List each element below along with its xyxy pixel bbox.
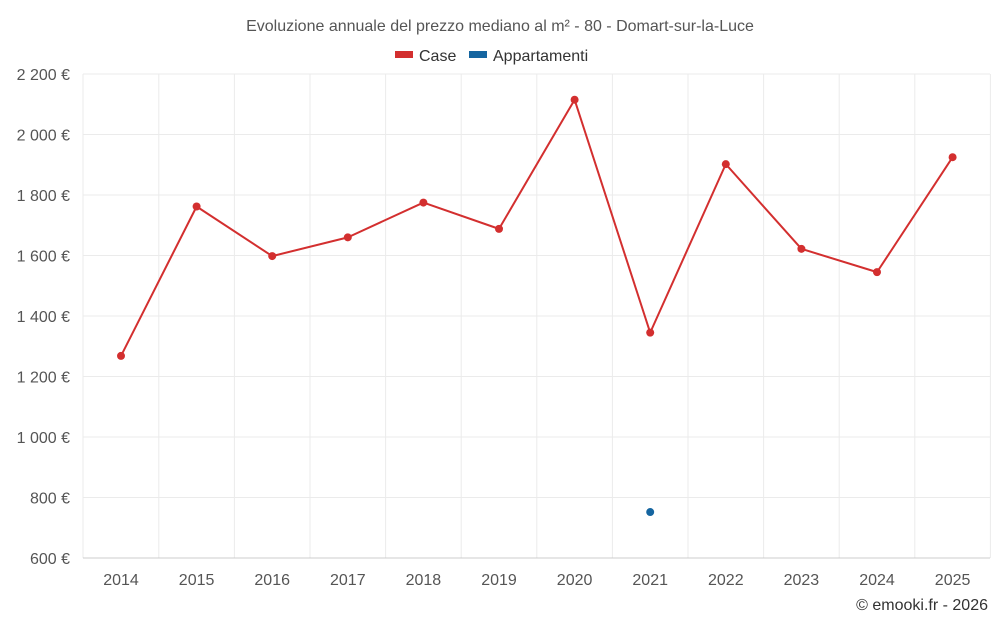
y-tick-label: 2 000 € <box>17 128 70 145</box>
data-point-case-2022[interactable] <box>721 160 730 169</box>
data-point-appartamenti-2021[interactable] <box>646 508 655 517</box>
data-point-case-2021[interactable] <box>646 328 655 337</box>
y-tick-label: 1 800 € <box>17 188 70 205</box>
x-axis-tick-labels: 2014 2015 2016 2017 2018 2019 2020 2021 2022 2023… <box>103 572 970 589</box>
series-case <box>117 95 957 360</box>
x-tick-label: 2018 <box>406 572 442 589</box>
x-tick-label: 2021 <box>632 572 668 589</box>
data-point-case-2024[interactable] <box>873 268 881 277</box>
y-tick-label: 2 200 € <box>17 67 70 84</box>
data-point-case-2016[interactable] <box>268 252 277 261</box>
legend-label-case: Case <box>419 48 456 65</box>
legend-label-appartamenti: Appartamenti <box>493 48 588 65</box>
x-tick-label: 2020 <box>557 572 593 589</box>
x-tick-label: 2016 <box>254 572 290 589</box>
x-tick-label: 2025 <box>935 572 971 589</box>
data-point-case-2023[interactable] <box>797 244 806 253</box>
data-point-case-2020[interactable] <box>570 95 579 104</box>
y-tick-label: 1 600 € <box>17 249 70 266</box>
chart-title: Evoluzione annuale del prezzo mediano al… <box>246 18 754 35</box>
data-point-case-2015[interactable] <box>192 202 201 211</box>
x-tick-label: 2022 <box>708 572 744 589</box>
y-tick-label: 600 € <box>30 551 70 568</box>
series-line-case <box>120 98 954 357</box>
data-point-case-2018[interactable] <box>419 198 428 207</box>
x-tick-label: 2024 <box>859 572 895 589</box>
legend-swatch-appartamenti <box>469 51 487 58</box>
legend: Case Appartamenti <box>395 48 588 65</box>
x-tick-label: 2023 <box>784 572 820 589</box>
data-point-case-2025[interactable] <box>948 153 957 162</box>
y-tick-label: 1 200 € <box>17 370 70 387</box>
x-tick-label: 2014 <box>103 572 139 589</box>
series-layer <box>117 95 957 517</box>
data-point-case-2019[interactable] <box>495 224 503 233</box>
y-tick-label: 800 € <box>30 491 70 508</box>
legend-item-appartamenti[interactable]: Appartamenti <box>469 48 588 65</box>
x-tick-label: 2019 <box>481 572 517 589</box>
data-point-case-2017[interactable] <box>343 233 352 242</box>
x-tick-label: 2015 <box>179 572 215 589</box>
y-tick-label: 1 000 € <box>17 430 70 447</box>
y-axis-tick-labels: 600 € 800 € 1 000 € 1 200 € 1 400 € 1 600 € 1 … <box>17 67 70 568</box>
legend-item-case[interactable]: Case <box>395 48 456 65</box>
y-tick-label: 1 400 € <box>17 309 70 326</box>
data-point-case-2014[interactable] <box>117 351 125 360</box>
x-tick-label: 2017 <box>330 572 366 589</box>
series-appartamenti <box>646 508 655 517</box>
legend-swatch-case <box>395 51 413 58</box>
credit-text: © emooki.fr - 2026 <box>856 597 988 614</box>
grid-lines <box>82 73 991 559</box>
